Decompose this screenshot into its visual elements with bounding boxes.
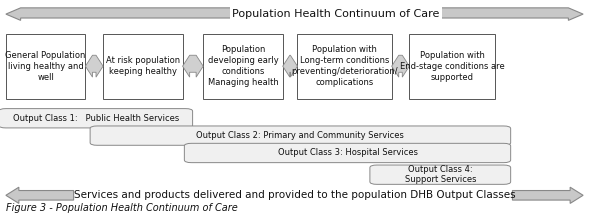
- FancyBboxPatch shape: [409, 34, 495, 99]
- Polygon shape: [512, 187, 583, 203]
- Text: Population with
End-stage conditions are
supported: Population with End-stage conditions are…: [400, 51, 504, 82]
- FancyBboxPatch shape: [370, 165, 511, 184]
- FancyBboxPatch shape: [90, 126, 511, 145]
- Text: Output Class 1:   Public Health Services: Output Class 1: Public Health Services: [12, 114, 179, 123]
- Polygon shape: [283, 55, 297, 77]
- FancyBboxPatch shape: [203, 34, 283, 99]
- FancyBboxPatch shape: [6, 34, 85, 99]
- Text: At risk population
keeping healthy: At risk population keeping healthy: [106, 56, 180, 76]
- FancyBboxPatch shape: [0, 109, 193, 128]
- Text: Output Class 3: Hospital Services: Output Class 3: Hospital Services: [277, 148, 418, 158]
- Polygon shape: [392, 55, 409, 77]
- Text: Output Class 4:
Support Services: Output Class 4: Support Services: [405, 165, 476, 184]
- Text: General Population
living healthy and
well: General Population living healthy and we…: [5, 51, 86, 82]
- Text: Figure 3 - Population Health Continuum of Care: Figure 3 - Population Health Continuum o…: [6, 203, 237, 213]
- Polygon shape: [85, 55, 103, 77]
- Text: Population with
Long-term conditions
preventing/deterioration/
complications: Population with Long-term conditions pre…: [291, 45, 398, 87]
- FancyBboxPatch shape: [297, 34, 392, 99]
- Text: Population
developing early
conditions
Managing health: Population developing early conditions M…: [207, 45, 279, 87]
- Polygon shape: [6, 8, 583, 20]
- Polygon shape: [183, 55, 203, 77]
- FancyBboxPatch shape: [103, 34, 183, 99]
- Polygon shape: [6, 187, 74, 203]
- Text: Population Health Continuum of Care: Population Health Continuum of Care: [232, 9, 439, 19]
- Text: Services and products delivered and provided to the population DHB Output Classe: Services and products delivered and prov…: [74, 190, 515, 200]
- Text: Output Class 2: Primary and Community Services: Output Class 2: Primary and Community Se…: [197, 131, 404, 140]
- FancyBboxPatch shape: [184, 143, 511, 163]
